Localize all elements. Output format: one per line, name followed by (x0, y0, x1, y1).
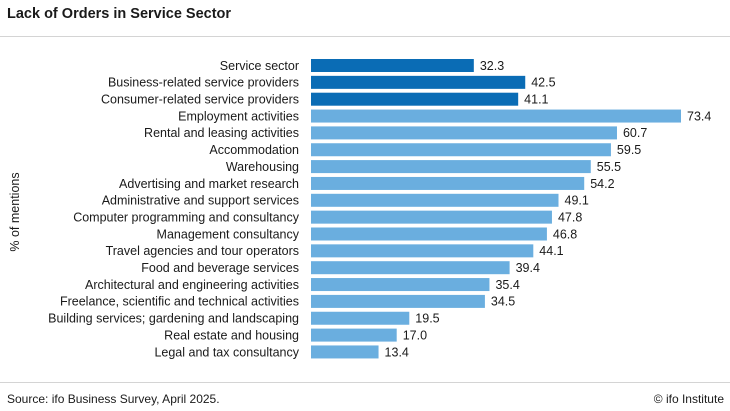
bottom-divider (0, 382, 730, 383)
category-label-4: Rental and leasing activities (144, 126, 299, 140)
bar-chart: Service sector 32.3 Business-related servi… (48, 59, 711, 359)
value-label-15: 19.5 (415, 312, 439, 326)
value-label-16: 17.0 (403, 328, 427, 342)
value-label-11: 44.1 (539, 244, 563, 258)
bar-5 (311, 143, 611, 157)
value-label-7: 54.2 (590, 177, 614, 191)
bar-8 (311, 193, 559, 207)
value-label-4: 60.7 (623, 126, 647, 140)
bar-2 (311, 92, 519, 106)
category-label-7: Advertising and market research (119, 177, 299, 191)
bar-11 (311, 244, 534, 258)
category-label-17: Legal and tax consultancy (154, 345, 299, 359)
top-divider (0, 36, 730, 37)
value-label-10: 46.8 (553, 227, 577, 241)
bar-1 (311, 75, 526, 89)
value-label-12: 39.4 (516, 261, 540, 275)
bar-6 (311, 160, 591, 174)
category-label-10: Management consultancy (157, 227, 300, 241)
bar-4 (311, 126, 617, 140)
category-label-1: Business-related service providers (108, 76, 299, 90)
value-label-17: 13.4 (385, 345, 409, 359)
value-label-2: 41.1 (524, 93, 548, 107)
value-label-14: 34.5 (491, 295, 515, 309)
chart-title: Lack of Orders in Service Sector (7, 6, 232, 22)
category-label-9: Computer programming and consultancy (73, 210, 300, 224)
category-label-11: Travel agencies and tour operators (106, 244, 299, 258)
category-label-8: Administrative and support services (102, 194, 299, 208)
bar-13 (311, 278, 490, 292)
category-label-3: Employment activities (178, 109, 299, 123)
category-label-13: Architectural and engineering activities (85, 278, 299, 292)
value-label-1: 42.5 (531, 76, 555, 90)
category-label-14: Freelance, scientific and technical acti… (60, 295, 299, 309)
category-label-5: Accommodation (209, 143, 299, 157)
copyright-credit: © ifo Institute (653, 392, 724, 406)
bar-16 (311, 328, 397, 342)
bar-10 (311, 227, 547, 241)
bar-3 (311, 109, 681, 123)
value-label-6: 55.5 (597, 160, 621, 174)
value-label-8: 49.1 (565, 194, 589, 208)
bar-15 (311, 311, 410, 325)
bar-14 (311, 294, 485, 308)
source-note: Source: ifo Business Survey, April 2025. (7, 392, 220, 406)
bar-7 (311, 176, 585, 190)
category-label-15: Building services; gardening and landsca… (48, 312, 299, 326)
value-label-5: 59.5 (617, 143, 641, 157)
category-label-6: Warehousing (226, 160, 299, 174)
bar-12 (311, 261, 510, 275)
bar-17 (311, 345, 379, 359)
category-label-12: Food and beverage services (141, 261, 299, 275)
bar-9 (311, 210, 552, 224)
category-label-2: Consumer-related service providers (101, 93, 299, 107)
value-label-9: 47.8 (558, 210, 582, 224)
value-label-3: 73.4 (687, 109, 711, 123)
value-label-13: 35.4 (495, 278, 519, 292)
category-label-16: Real estate and housing (164, 328, 299, 342)
value-label-0: 32.3 (480, 59, 504, 73)
bar-0 (311, 59, 474, 72)
category-label-0: Service sector (220, 59, 299, 73)
